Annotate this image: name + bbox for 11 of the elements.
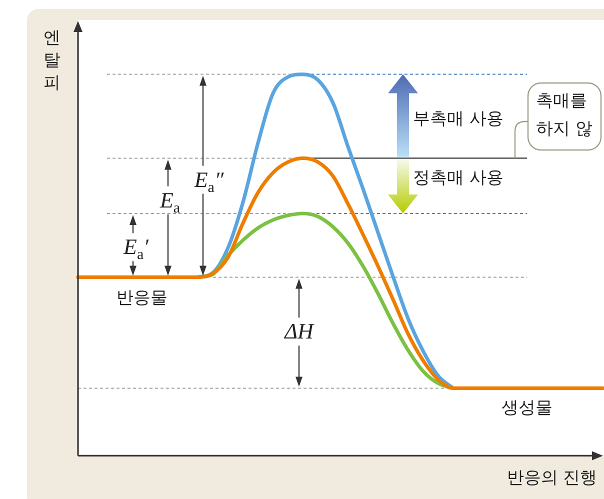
annotation: E$_{a}$′ — [122, 234, 150, 264]
annotation: 부촉매 사용 — [413, 109, 504, 129]
annotation: E$_{a}$ — [158, 187, 180, 216]
annotation: ΔH — [284, 318, 315, 344]
annotation: 반응물 — [116, 288, 168, 308]
x-axis-title: 반응의 진행 — [506, 468, 598, 488]
annotation: E$_{a}$″ — [193, 166, 224, 196]
annotation: 정촉매 사용 — [413, 168, 504, 188]
annotation: 생성물 — [502, 398, 552, 418]
annotation: 촉매를 하지 않 — [536, 91, 592, 139]
y-axis-title: 엔탈피 — [44, 28, 60, 93]
